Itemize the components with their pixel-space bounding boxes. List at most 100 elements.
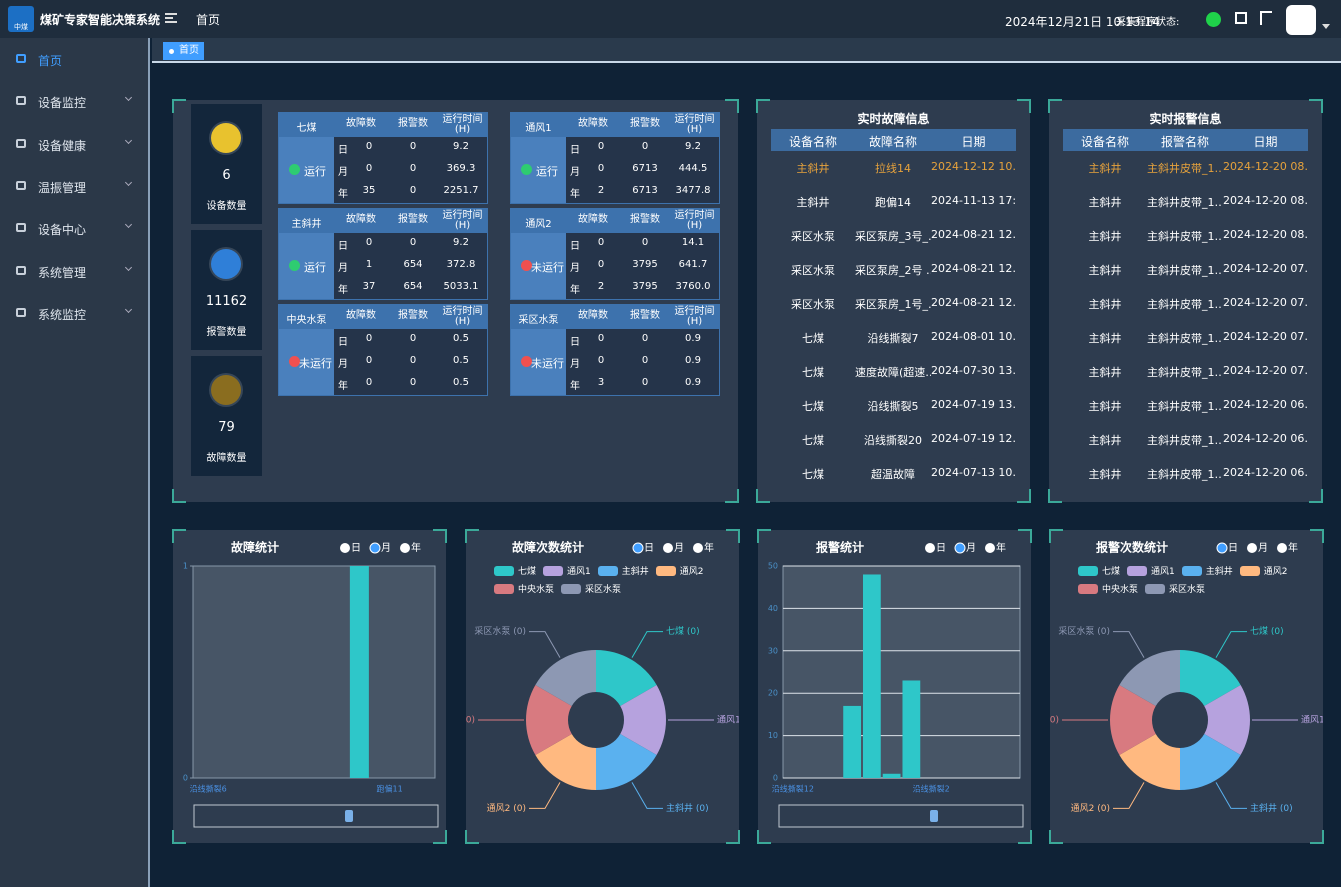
device-header: 主斜井 故障数 报警数 运行时间(H) (279, 209, 487, 233)
legend-text: 中央水泵 (518, 585, 555, 595)
panel-corner (1017, 99, 1031, 113)
stat-icon (211, 249, 241, 279)
column-header: 故障数 (578, 310, 608, 321)
avatar-caret[interactable] (1322, 24, 1330, 29)
label-line (529, 631, 561, 658)
status-cell: 运行 (279, 233, 334, 299)
period-option[interactable]: 年 (400, 541, 421, 554)
legend-item[interactable]: 通风1 (1127, 564, 1175, 577)
column-header: 故障名称 (868, 135, 917, 149)
period-option[interactable]: 月 (663, 542, 684, 554)
menu-item[interactable]: 系统管理 (0, 250, 148, 292)
label-line (1113, 631, 1145, 658)
legend-swatch (494, 565, 514, 576)
fullscreen-icon[interactable] (1235, 12, 1247, 24)
status-text: 未运行 (531, 261, 564, 274)
panel-corner (1018, 830, 1032, 844)
period-option[interactable]: 年 (693, 541, 714, 554)
column-header: 日期 (1253, 135, 1278, 149)
option-text: 月 (674, 542, 684, 554)
panel-corner (172, 99, 186, 113)
menu-item[interactable]: 温振管理 (0, 165, 148, 207)
period-label: 日 (338, 241, 348, 252)
legend-item[interactable]: 中央水泵 (494, 582, 554, 595)
stat-value: 6 (222, 168, 231, 183)
option-radio (693, 543, 703, 553)
device-value: 0.9 (685, 333, 701, 344)
device-name: 中央水泵 (286, 315, 327, 326)
option-text: 日 (1228, 543, 1238, 554)
legend-item[interactable]: 中央水泵 (1078, 582, 1138, 595)
period-option[interactable]: 月 (954, 542, 976, 554)
menu-text: 设备健康 (38, 138, 87, 153)
period-option[interactable]: 日 (1216, 542, 1238, 554)
legend-item[interactable]: 主斜井 (597, 564, 649, 577)
table-cell: 2024-12-12 10… (931, 160, 1016, 173)
legend-item[interactable]: 通风2 (655, 564, 704, 577)
column-header: 运行时间(H) (674, 306, 715, 327)
period-option[interactable]: 月 (369, 542, 391, 554)
chart-panel: 故障统计 日 月 年 0 1 沿线撕裂6 跑偏11 (172, 529, 447, 844)
menu-item[interactable]: 设备监控 (0, 80, 148, 122)
table-cell: 主斜井 (1088, 264, 1122, 277)
legend-swatch (655, 565, 676, 576)
tab[interactable]: 首页 (163, 42, 204, 60)
chart: 故障统计 日 月 年 0 1 沿线撕裂6 跑偏11 (183, 540, 439, 828)
legend-item[interactable]: 采区水泵 (1145, 582, 1205, 595)
period-label: 日 (570, 145, 580, 156)
table-cell: 主斜井皮带_1… (1147, 162, 1223, 175)
table-cell: 沿线撕裂7 (867, 332, 919, 345)
overview-panel: 6 设备数量 11162 报警数量 79 故障数量 七煤 故障数 报警数 运行时间(H) 运行日 0 0… (172, 99, 739, 503)
device-name: 通风2 (525, 219, 552, 230)
chart-panel: 报警次数统计 日 月 年七煤 (0) 通风1 (0) 主斜井 (0) 通风2 (0) 中央水泵… (1049, 529, 1324, 844)
device-value: 2 (597, 185, 605, 196)
period-option[interactable]: 日 (340, 543, 361, 554)
menu-toggle[interactable] (165, 13, 177, 23)
period-option[interactable]: 日 (632, 542, 654, 554)
period-option[interactable]: 日 (925, 543, 946, 554)
legend-item[interactable]: 通风2 (1239, 564, 1288, 577)
device-value: 3477.8 (675, 185, 711, 196)
period-label: 日 (338, 145, 348, 156)
breadcrumb[interactable]: 首页 (196, 13, 221, 27)
x-tick-label: 沿线撕裂12 (772, 784, 814, 794)
legend-item[interactable]: 通风1 (543, 564, 591, 577)
table-cell: 主斜井 (1088, 162, 1122, 175)
legend-item[interactable]: 采区水泵 (561, 582, 621, 595)
y-tick-label: 1 (183, 562, 188, 571)
status-cell: 运行 (279, 137, 334, 203)
device-value: 0 (409, 163, 417, 174)
menu-item[interactable]: 设备健康 (0, 123, 148, 165)
x-tick-label: 跑偏11 (377, 784, 403, 794)
table-cell: 2024-07-13 10… (931, 466, 1016, 479)
tab-dot (169, 49, 174, 54)
legend-item[interactable]: 七煤 (1078, 564, 1120, 577)
panel-corner (1309, 489, 1323, 503)
y-tick-label: 0 (773, 774, 778, 783)
menu-item[interactable]: 系统监控 (0, 292, 148, 334)
option-radio (985, 543, 995, 553)
chart: 报警统计 日 月 年 0 10 20 30 40 50 沿线撕裂12 沿线撕裂2 (768, 540, 1024, 828)
stat-label: 报警数量 (206, 327, 247, 338)
table-cell: 2024-07-19 12… (931, 432, 1016, 445)
avatar[interactable] (1286, 5, 1316, 35)
menu-text: 设备监控 (38, 96, 87, 111)
menu-item[interactable]: 设备中心 (0, 207, 148, 249)
table-cell: 七煤 (802, 332, 824, 345)
period-option[interactable]: 月 (1247, 542, 1268, 554)
device-value: 0 (641, 377, 649, 388)
legend-item[interactable]: 七煤 (494, 564, 536, 577)
period-option[interactable]: 年 (985, 541, 1006, 554)
column-header: 日期 (961, 135, 986, 149)
table-cell: 七煤 (802, 434, 824, 447)
stat-label: 设备数量 (206, 201, 247, 212)
legend-item[interactable]: 主斜井 (1181, 564, 1233, 577)
menu-item[interactable]: 首页 (0, 38, 148, 80)
chart: 报警次数统计 日 月 年七煤 (0) 通风1 (0) 主斜井 (0) 通风2 (0) 中央水泵… (1050, 540, 1323, 814)
period-option[interactable]: 年 (1277, 541, 1298, 554)
table-cell: 主斜井皮带_1… (1147, 468, 1223, 481)
panel-corner (757, 529, 771, 543)
font-size-icon[interactable] (1260, 11, 1272, 25)
status-dot (289, 356, 300, 367)
table-cell: 主斜井 (1088, 196, 1122, 209)
